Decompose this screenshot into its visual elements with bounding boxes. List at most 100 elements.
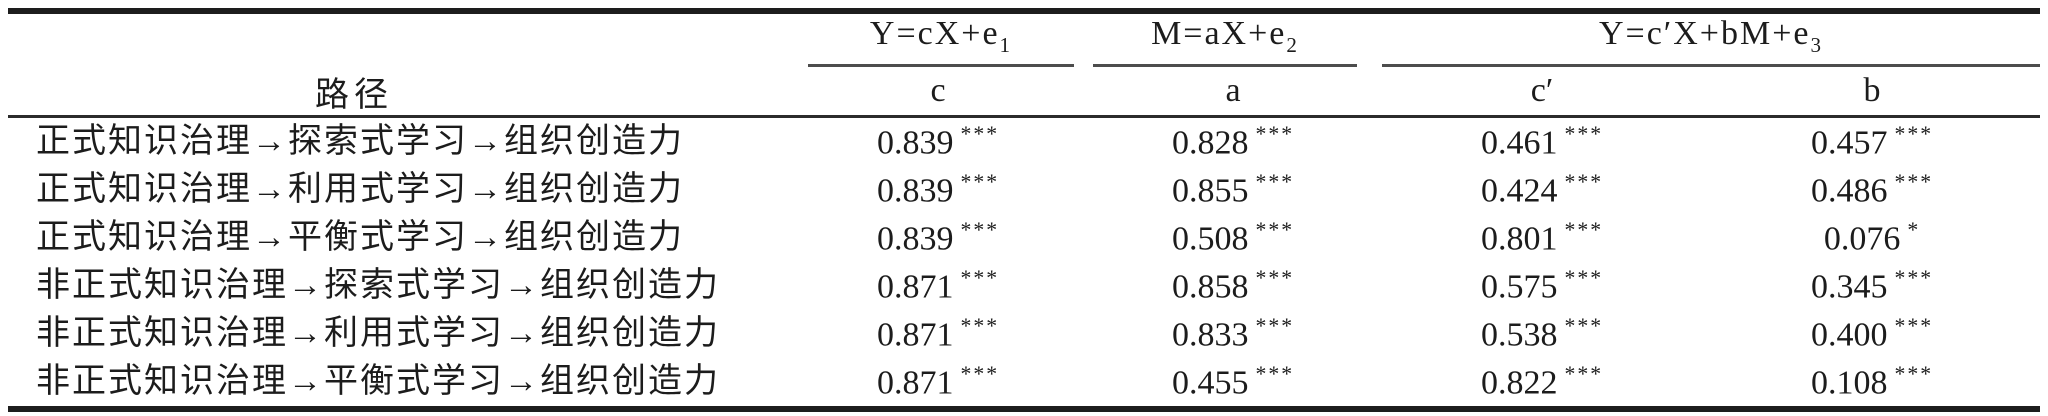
path-cell: 正式知识治理→平衡式学习→组织创造力	[36, 219, 684, 257]
significance-stars: ***	[1894, 313, 1934, 338]
coef-c-prime-cell: 0.575 ***	[1380, 262, 1704, 310]
coef-value: 0.508	[1171, 220, 1249, 258]
significance-stars: ***	[1255, 265, 1295, 290]
path-cell: 正式知识治理→利用式学习→组织创造力	[36, 171, 684, 209]
coef-value: 0.839	[876, 172, 954, 210]
significance-stars: ***	[1255, 169, 1295, 194]
coef-value: 0.076	[1823, 220, 1901, 258]
significance-stars: ***	[1894, 121, 1934, 146]
coef-a-cell: 0.855 ***	[1086, 166, 1380, 214]
significance-stars: ***	[1255, 361, 1295, 386]
significance-stars: ***	[1894, 265, 1934, 290]
table-row: 非正式知识治理→利用式学习→组织创造力 0.871 *** 0.833 *** 0.…	[8, 310, 2040, 358]
table-row: 非正式知识治理→平衡式学习→组织创造力 0.871 *** 0.455 *** 0.…	[8, 358, 2040, 409]
coef-c-prime-cell: 0.538 ***	[1380, 310, 1704, 358]
coef-value: 0.801	[1480, 220, 1558, 258]
coef-value: 0.833	[1171, 316, 1249, 354]
coef-value: 0.538	[1480, 316, 1558, 354]
coef-c-cell: 0.839 ***	[790, 214, 1086, 262]
mediation-regression-table: 路径 Y=cX+e1 M=aX+e2 Y=c′X+bM+e3	[8, 8, 2040, 413]
coef-b-cell: 0.457 ***	[1704, 117, 2040, 167]
coef-value: 0.839	[876, 124, 954, 162]
significance-stars: ***	[1255, 217, 1295, 242]
significance-stars: ***	[1564, 265, 1604, 290]
coef-b-cell: 0.345 ***	[1704, 262, 2040, 310]
coef-c-cell: 0.839 ***	[790, 166, 1086, 214]
coef-value: 0.400	[1810, 316, 1888, 354]
coef-c-cell: 0.839 ***	[790, 117, 1086, 167]
equation-a-subscript: 2	[1286, 32, 1299, 57]
coef-value: 0.871	[876, 268, 954, 306]
equation-group-a: M=aX+e2	[1086, 11, 1380, 68]
equation-group-c: Y=cX+e1	[790, 11, 1086, 68]
coef-c-cell: 0.871 ***	[790, 358, 1086, 409]
equation-cb-underlined: Y=c′X+bM+e3	[1382, 14, 2040, 68]
coef-value: 0.108	[1810, 364, 1888, 402]
coef-c-prime-cell: 0.461 ***	[1380, 117, 1704, 167]
coef-value: 0.822	[1480, 364, 1558, 402]
header-row-coefficients: c a c′ b	[8, 67, 2040, 119]
coef-value: 0.858	[1171, 268, 1249, 306]
equation-c-text: Y=cX+e	[869, 15, 1000, 52]
table-row: 正式知识治理→平衡式学习→组织创造力 0.839 *** 0.508 *** 0.8…	[8, 214, 2040, 262]
table-row: 正式知识治理→探索式学习→组织创造力 0.839 *** 0.828 *** 0.4…	[8, 117, 2040, 167]
path-cell: 正式知识治理→探索式学习→组织创造力	[36, 123, 684, 161]
coef-value: 0.424	[1480, 172, 1558, 210]
col-header-b: b	[1704, 67, 2040, 119]
equation-a-text: M=aX+e	[1151, 15, 1287, 52]
coef-value: 0.871	[876, 316, 954, 354]
significance-stars: ***	[960, 265, 1000, 290]
coef-a-cell: 0.828 ***	[1086, 117, 1380, 167]
table-row: 正式知识治理→利用式学习→组织创造力 0.839 *** 0.855 *** 0.4…	[8, 166, 2040, 214]
coef-value: 0.839	[876, 220, 954, 258]
coef-value: 0.486	[1810, 172, 1888, 210]
coef-value: 0.461	[1480, 124, 1558, 162]
equation-c-underlined: Y=cX+e1	[808, 14, 1074, 68]
equation-cb-subscript: 3	[1810, 32, 1824, 57]
significance-stars: ***	[960, 169, 1000, 194]
coef-b-cell: 0.076 *	[1704, 214, 2040, 262]
significance-stars: ***	[1564, 313, 1604, 338]
coef-a-cell: 0.858 ***	[1086, 262, 1380, 310]
significance-stars: ***	[1255, 121, 1295, 146]
significance-stars: ***	[1894, 169, 1934, 194]
coef-c-cell: 0.871 ***	[790, 262, 1086, 310]
coef-c-prime-cell: 0.801 ***	[1380, 214, 1704, 262]
coef-value: 0.855	[1171, 172, 1249, 210]
coef-b-cell: 0.108 ***	[1704, 358, 2040, 409]
coef-value: 0.455	[1171, 364, 1249, 402]
coef-b-cell: 0.486 ***	[1704, 166, 2040, 214]
coef-value: 0.828	[1171, 124, 1249, 162]
equation-a-underlined: M=aX+e2	[1093, 14, 1357, 68]
equation-c-subscript: 1	[999, 32, 1013, 57]
significance-stars: *	[1907, 217, 1921, 242]
equation-cb-text: Y=c′X+bM+e	[1598, 15, 1811, 52]
path-cell: 非正式知识治理→利用式学习→组织创造力	[36, 315, 720, 353]
equation-group-cb: Y=c′X+bM+e3	[1380, 11, 2040, 68]
coef-value: 0.345	[1810, 268, 1888, 306]
significance-stars: ***	[960, 361, 1000, 386]
significance-stars: ***	[1564, 169, 1604, 194]
col-header-c-prime: c′	[1380, 67, 1704, 119]
coef-c-prime-cell: 0.822 ***	[1380, 358, 1704, 409]
significance-stars: ***	[1894, 361, 1934, 386]
significance-stars: ***	[960, 313, 1000, 338]
coef-c-cell: 0.871 ***	[790, 310, 1086, 358]
significance-stars: ***	[1255, 313, 1295, 338]
significance-stars: ***	[960, 217, 1000, 242]
coef-value: 0.871	[876, 364, 954, 402]
coef-b-cell: 0.400 ***	[1704, 310, 2040, 358]
significance-stars: ***	[1564, 361, 1604, 386]
coef-a-cell: 0.455 ***	[1086, 358, 1380, 409]
coef-a-cell: 0.833 ***	[1086, 310, 1380, 358]
header-row-equations: 路径 Y=cX+e1 M=aX+e2 Y=c′X+bM+e3	[8, 11, 2040, 119]
path-cell: 非正式知识治理→平衡式学习→组织创造力	[36, 363, 720, 401]
path-cell: 非正式知识治理→探索式学习→组织创造力	[36, 267, 720, 305]
col-header-c: c	[790, 67, 1086, 119]
coef-a-cell: 0.508 ***	[1086, 214, 1380, 262]
significance-stars: ***	[960, 121, 1000, 146]
table-row: 非正式知识治理→探索式学习→组织创造力 0.871 *** 0.858 *** 0.…	[8, 262, 2040, 310]
significance-stars: ***	[1564, 217, 1604, 242]
coef-value: 0.575	[1480, 268, 1558, 306]
